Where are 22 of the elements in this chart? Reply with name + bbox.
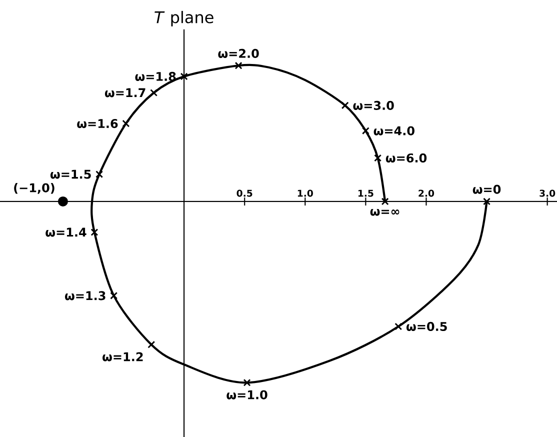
annotation: ω=1.4 — [46, 228, 86, 237]
annotation: ω=1.8 — [135, 72, 176, 81]
annotation: ω=3.0 — [353, 100, 394, 110]
x-tick-label: 1.5 — [358, 190, 374, 197]
annotation: ω=1.0 — [226, 390, 268, 400]
annotation: ω=1.3 — [65, 291, 106, 300]
annotation: (−1,0) — [14, 183, 54, 194]
x-tick-label: 0.5 — [236, 190, 252, 197]
annotation: ω=6.0 — [386, 153, 427, 163]
x-tick-label: 1.0 — [298, 190, 313, 197]
chart-title: T plane — [154, 10, 214, 26]
annotation: ω=1.5 — [50, 170, 91, 179]
annotation: ω=4.0 — [374, 126, 414, 136]
annotation: ω=∞ — [370, 209, 400, 216]
annotation: ω=2.0 — [218, 48, 259, 58]
x-tick-label: 2.0 — [418, 190, 434, 197]
x-tick-label: 3.0 — [540, 190, 556, 197]
annotation: ω=0.5 — [406, 322, 447, 332]
annotation: ω=0 — [472, 184, 501, 194]
annotation: ω=1.7 — [104, 88, 146, 98]
annotation: ω=1.2 — [102, 352, 143, 362]
annotation: ω=1.6 — [77, 119, 118, 128]
